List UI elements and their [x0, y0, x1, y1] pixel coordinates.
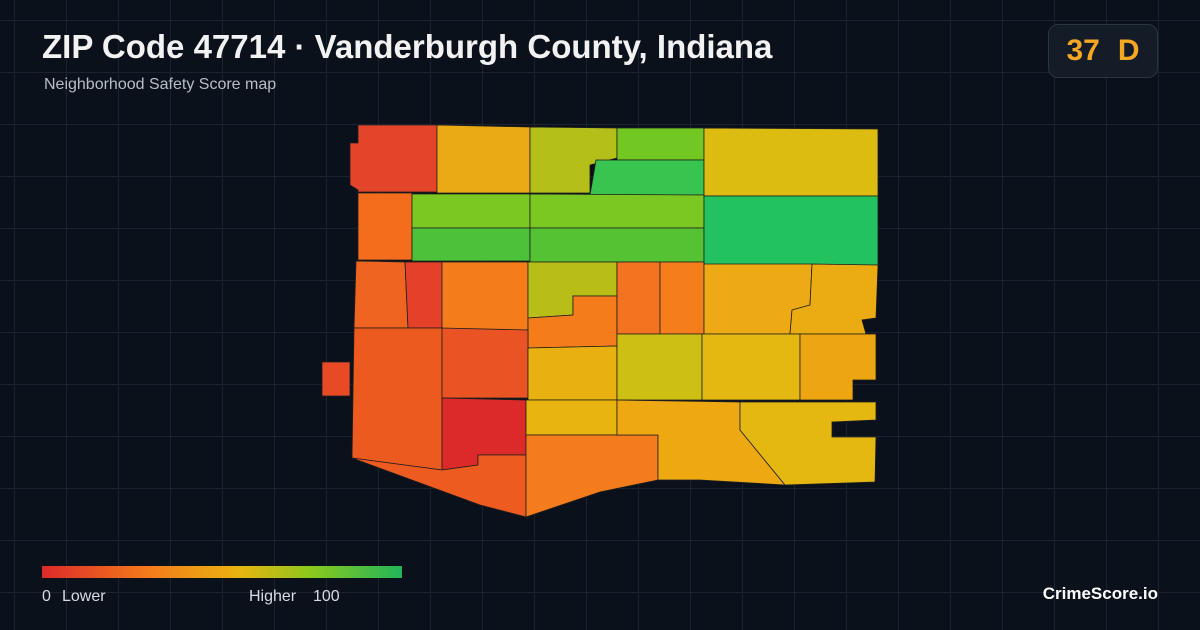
neighborhood [321, 361, 351, 397]
neighborhood [703, 127, 879, 197]
neighborhood [589, 159, 705, 196]
neighborhood [411, 227, 531, 262]
brand: CrimeScore.io [1042, 584, 1158, 603]
legend-max-label: Higher [249, 588, 297, 605]
neighborhood [411, 193, 531, 229]
neighborhood [529, 193, 705, 229]
legend-gradient [42, 566, 402, 578]
neighborhood [739, 401, 877, 486]
neighborhood [659, 261, 705, 335]
score-value: 37 [1066, 34, 1100, 67]
title: ZIP Code 47714 · Vanderburgh County, Ind… [42, 28, 773, 65]
neighborhood [404, 261, 443, 329]
neighborhood [436, 124, 531, 194]
neighborhood [441, 261, 529, 331]
neighborhood [353, 260, 409, 329]
neighborhood [441, 327, 529, 399]
neighborhood [529, 227, 705, 263]
neighborhood [525, 434, 659, 518]
legend-min-label: Lower [62, 588, 106, 605]
legend-min: 0 [42, 588, 51, 605]
neighborhoods [321, 124, 879, 518]
neighborhood [616, 127, 705, 161]
neighborhood [525, 399, 618, 436]
neighborhood [701, 333, 801, 401]
legend-max: 100 [313, 588, 340, 605]
neighborhood [527, 345, 618, 401]
score-badge: 37 D [1048, 24, 1158, 78]
neighborhood [703, 195, 879, 266]
neighborhood [351, 327, 443, 471]
subtitle: Neighborhood Safety Score map [44, 76, 277, 93]
neighborhood [357, 192, 413, 261]
neighborhood [616, 261, 661, 335]
score-grade: D [1117, 34, 1140, 67]
neighborhood [616, 333, 703, 401]
neighborhood [799, 333, 877, 401]
neighborhood [349, 124, 438, 193]
neighborhood [351, 454, 527, 518]
